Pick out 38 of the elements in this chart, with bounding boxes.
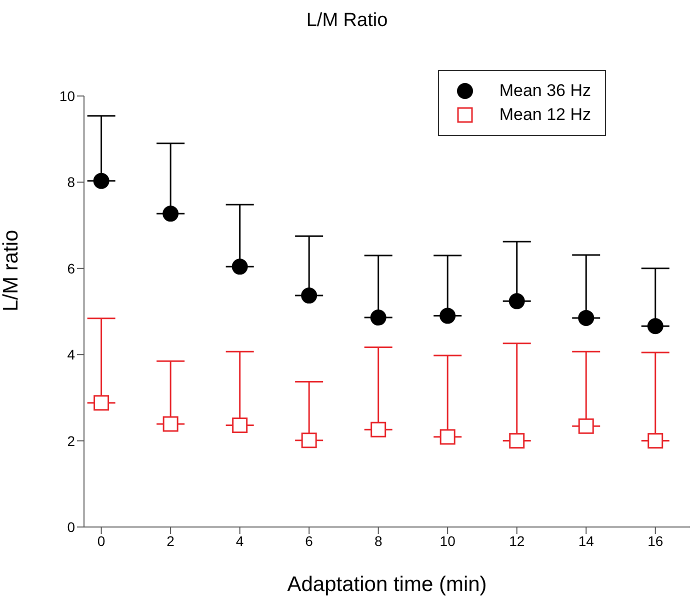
- x-tick-label: 10: [440, 532, 456, 549]
- point: [440, 429, 456, 445]
- y-tick-label: 8: [67, 174, 76, 190]
- y-tick-label: 6: [67, 260, 76, 276]
- point: [301, 288, 318, 304]
- point: [301, 432, 317, 448]
- x-axis-title: Adaptation time (min): [287, 573, 487, 596]
- chart-title: L/M Ratio: [305, 10, 389, 32]
- point: [93, 172, 110, 189]
- point: [647, 318, 664, 334]
- x-tick-label: 0: [97, 532, 106, 549]
- x-tick-label: 2: [166, 532, 175, 549]
- y-tick-label: 10: [59, 88, 76, 104]
- y-tick-label: 0: [67, 518, 76, 535]
- legend-label: Mean 12 Hz: [499, 105, 591, 125]
- x-tick-label: 16: [648, 532, 664, 549]
- point: [440, 308, 456, 324]
- point: [162, 206, 179, 222]
- x-tick-label: 14: [578, 532, 594, 549]
- point: [370, 310, 386, 326]
- point: [232, 258, 248, 275]
- point: [162, 416, 178, 432]
- point: [648, 433, 664, 449]
- point: [508, 293, 525, 310]
- point: [94, 395, 110, 411]
- x-tick-label: 6: [305, 532, 314, 549]
- x-tick-label: 8: [374, 532, 382, 549]
- point: [578, 418, 594, 434]
- y-tick-label: 2: [67, 432, 76, 449]
- x-tick-label: 4: [236, 532, 244, 549]
- x-tick-label: 12: [509, 532, 525, 549]
- y-tick-label: 4: [67, 346, 76, 363]
- point: [232, 418, 248, 434]
- point: [578, 310, 594, 326]
- legend-label: Mean 36 Hz: [499, 81, 591, 101]
- point: [370, 422, 386, 438]
- y-axis-title: L/M ratio: [0, 230, 22, 312]
- point: [509, 433, 525, 449]
